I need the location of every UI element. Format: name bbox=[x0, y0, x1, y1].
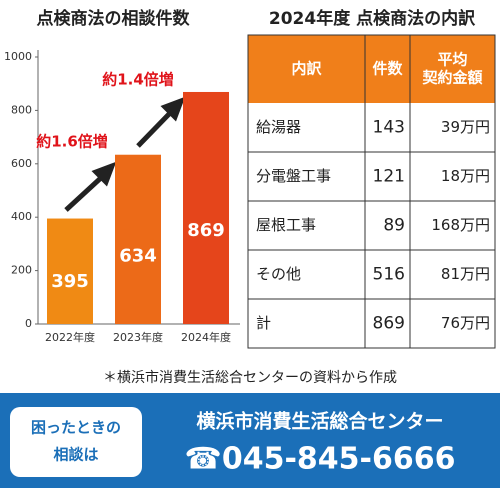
table-cell: その他 bbox=[256, 265, 301, 283]
value-label: 395 bbox=[51, 271, 89, 292]
arrows bbox=[64, 96, 186, 212]
bar bbox=[47, 218, 93, 324]
table-header: 内訳 bbox=[291, 60, 322, 78]
table-cell: 121 bbox=[373, 167, 405, 187]
consult-text: 困ったときの bbox=[31, 419, 121, 437]
bar bbox=[183, 91, 229, 325]
table-cell: 516 bbox=[373, 265, 405, 285]
table-cell: 屋根工事 bbox=[256, 216, 316, 234]
y-tick-label: 600 bbox=[11, 157, 32, 170]
table-cell: 18万円 bbox=[441, 167, 490, 185]
table-cell: 143 bbox=[373, 118, 405, 138]
arrow bbox=[64, 174, 105, 212]
table-cell: 89 bbox=[383, 216, 405, 236]
consult-text: 相談は bbox=[53, 446, 98, 464]
value-label: 634 bbox=[119, 245, 157, 266]
x-tick-label: 2022年度 bbox=[45, 330, 95, 344]
y-tick-label: 1000 bbox=[4, 50, 32, 63]
table-cell: 869 bbox=[373, 314, 405, 334]
y-tick-label: 400 bbox=[11, 210, 32, 223]
table-header-bg bbox=[248, 35, 495, 103]
note: ＊横浜市消費生活総合センターの資料から作成 bbox=[103, 369, 397, 386]
table-cell: 分電盤工事 bbox=[256, 167, 331, 185]
arrow-head bbox=[160, 96, 186, 122]
consult-box bbox=[10, 407, 142, 477]
bar bbox=[115, 154, 161, 324]
table-cell: 81万円 bbox=[441, 265, 490, 283]
table-title: 2024年度 点検商法の内訳 bbox=[269, 8, 476, 29]
table-border bbox=[247, 34, 496, 349]
phone: ☎045-845-6666 bbox=[184, 442, 455, 477]
center-name: 横浜市消費生活総合センター bbox=[196, 410, 443, 433]
value-label: 869 bbox=[187, 220, 225, 241]
annotation: 約1.4倍増 bbox=[102, 71, 174, 89]
table-header: 契約金額 bbox=[421, 69, 482, 87]
arrow-head bbox=[91, 161, 117, 187]
y-tick-label: 0 bbox=[25, 317, 32, 330]
annotation: 約1.6倍増 bbox=[36, 133, 108, 151]
table-header: 件数 bbox=[372, 60, 403, 78]
y-tick-label: 800 bbox=[11, 103, 32, 116]
table-cell: 計 bbox=[256, 314, 271, 332]
table-cell: 168万円 bbox=[431, 216, 490, 234]
x-tick-label: 2024年度 bbox=[181, 330, 231, 344]
chart-title: 点検商法の相談件数 bbox=[37, 8, 191, 29]
table-header: 平均 bbox=[437, 51, 467, 69]
table-cell: 給湯器 bbox=[256, 118, 301, 136]
arrow bbox=[136, 109, 174, 148]
table-cell: 39万円 bbox=[441, 118, 490, 136]
y-tick-label: 200 bbox=[11, 264, 32, 277]
table-cell: 76万円 bbox=[441, 314, 490, 332]
x-tick-label: 2023年度 bbox=[113, 330, 163, 344]
